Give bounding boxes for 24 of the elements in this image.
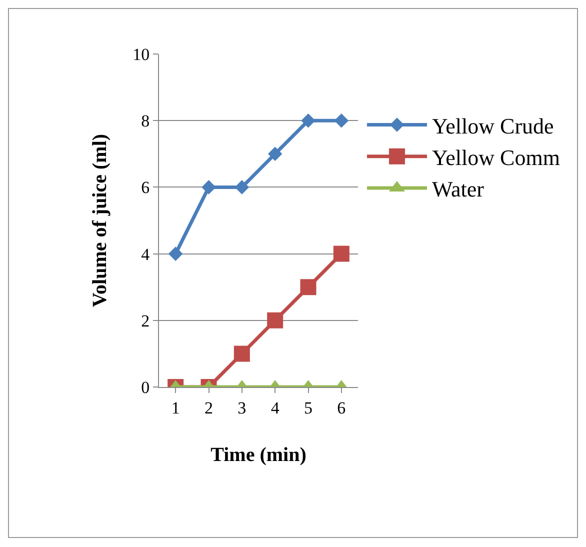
point <box>202 180 216 194</box>
point <box>333 246 350 262</box>
y-tick-label: 6 <box>141 178 150 198</box>
y-axis-title: Volume of juice (ml) <box>89 134 112 308</box>
point <box>168 246 183 261</box>
x-axis-title: Time (min) <box>210 444 306 466</box>
legend-label: Water <box>432 176 485 202</box>
x-tick-label: 1 <box>171 398 180 418</box>
x-tick-label: 4 <box>270 398 280 418</box>
point <box>301 113 316 128</box>
legend-label: Yellow Comm <box>432 144 560 170</box>
y-tick-label: 4 <box>141 244 150 264</box>
x-tick-label: 6 <box>337 398 346 418</box>
y-tick-label: 2 <box>141 311 150 330</box>
x-tick-label: 3 <box>238 398 246 418</box>
point <box>268 146 282 162</box>
y-tick-label: 0 <box>141 378 150 397</box>
point <box>234 180 250 194</box>
legend-label: Yellow Crude <box>432 113 554 138</box>
x-tick-label: 5 <box>304 398 312 418</box>
x-tick-label: 2 <box>204 398 213 418</box>
point <box>334 113 349 128</box>
y-tick-label: 8 <box>141 112 150 131</box>
y-tick-label: 10 <box>132 44 150 64</box>
